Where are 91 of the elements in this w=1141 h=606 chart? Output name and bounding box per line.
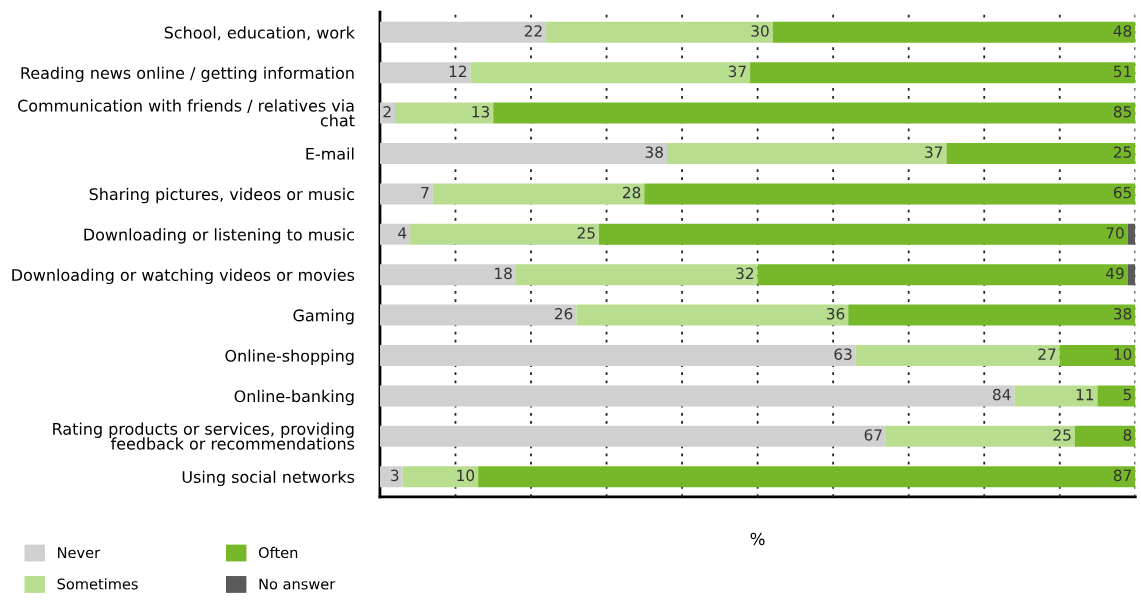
data-label: 65: [1113, 186, 1131, 199]
y-tick-label: Sharing pictures, videos or music: [89, 187, 354, 204]
bar: [379, 62, 471, 84]
data-label: 10: [457, 469, 475, 482]
data-label: 38: [1114, 308, 1132, 320]
data-label: 27: [1038, 348, 1056, 360]
data-label: 12: [449, 65, 467, 77]
bar: [750, 62, 1136, 84]
data-label: 37: [925, 146, 943, 158]
data-label: 67: [864, 429, 882, 441]
y-tick-label: Online-shopping: [225, 349, 354, 365]
bar: [379, 385, 1015, 407]
legend-label: No answer: [259, 578, 336, 590]
x-axis-title: %: [750, 532, 765, 546]
data-label: 48: [1113, 25, 1132, 37]
data-label: 8: [1123, 429, 1132, 441]
bar: [379, 345, 856, 367]
y-tick-label: School, education, work: [164, 26, 355, 41]
bar: [379, 425, 887, 447]
y-tick-label: Communication with friends / relatives via chat: [18, 99, 355, 127]
bar: [515, 264, 758, 286]
data-label: 13: [472, 106, 490, 118]
bar: [848, 304, 1136, 326]
y-tick-label: Reading news online / getting information: [21, 66, 354, 83]
bar: [546, 21, 773, 43]
data-label: 70: [1106, 227, 1124, 239]
legend-label: Never: [58, 547, 101, 559]
bar: [379, 183, 433, 205]
bar: [379, 102, 396, 124]
y-tick-label: E-mail: [306, 147, 354, 160]
data-label: 22: [524, 25, 542, 37]
data-label: 25: [577, 227, 595, 239]
data-label: 5: [1123, 389, 1131, 401]
data-label: 18: [495, 267, 512, 280]
legend-label: Often: [258, 546, 298, 559]
data-label: 51: [1114, 65, 1131, 78]
bar: [1127, 223, 1136, 245]
bar: [886, 425, 1075, 447]
bar: [410, 223, 599, 245]
bar: [432, 183, 645, 205]
data-label: 85: [1113, 106, 1131, 118]
data-label: 2: [383, 106, 391, 118]
bar: [1097, 385, 1136, 407]
data-label: 26: [555, 308, 573, 320]
bar: [1059, 345, 1136, 367]
data-label: 32: [736, 267, 754, 280]
data-label: 87: [1113, 469, 1131, 482]
data-label: 37: [728, 65, 746, 78]
bar: [395, 102, 494, 124]
bar: [772, 21, 1136, 43]
data-label: 10: [1114, 348, 1132, 360]
bar: [379, 304, 577, 326]
data-label: 28: [622, 186, 641, 199]
bar: [478, 466, 1136, 488]
y-tick-label: Downloading or watching videos or movies: [12, 268, 355, 285]
bar: [493, 102, 1136, 124]
bar: [1074, 425, 1136, 447]
bar: [599, 223, 1128, 245]
bar: [1127, 264, 1136, 286]
data-label: 49: [1106, 267, 1124, 280]
bar: [379, 466, 403, 488]
y-tick-label: Rating products or services, providing feedback or recommendations: [53, 422, 355, 450]
y-tick-label: Online-banking: [234, 389, 354, 406]
bar: [855, 345, 1060, 367]
data-label: 38: [645, 146, 663, 158]
bar: [379, 21, 547, 43]
bar: [379, 223, 411, 245]
legend-label: Sometimes: [57, 578, 138, 590]
data-label: 84: [993, 388, 1011, 401]
bar: [757, 264, 1128, 286]
bar: [1014, 385, 1098, 407]
bar: [379, 143, 667, 165]
bar: [644, 183, 1136, 205]
y-tick-label: Downloading or listening to music: [84, 228, 354, 244]
bar: [946, 143, 1136, 165]
data-label: 25: [1113, 146, 1131, 158]
data-label: 30: [751, 25, 769, 37]
bar: [379, 264, 516, 286]
bar: [666, 143, 947, 165]
bar: [402, 466, 479, 488]
data-label: 4: [398, 227, 407, 239]
data-label: 36: [826, 308, 845, 320]
data-label: 25: [1053, 429, 1071, 441]
data-label: 11: [1076, 389, 1094, 401]
data-label: 7: [421, 187, 429, 199]
bar: [576, 304, 849, 326]
data-label: 63: [834, 348, 852, 360]
bar: [470, 62, 751, 84]
data-label: 3: [391, 469, 399, 482]
y-tick-label: Gaming: [293, 309, 354, 325]
y-tick-label: Using social networks: [182, 470, 355, 487]
